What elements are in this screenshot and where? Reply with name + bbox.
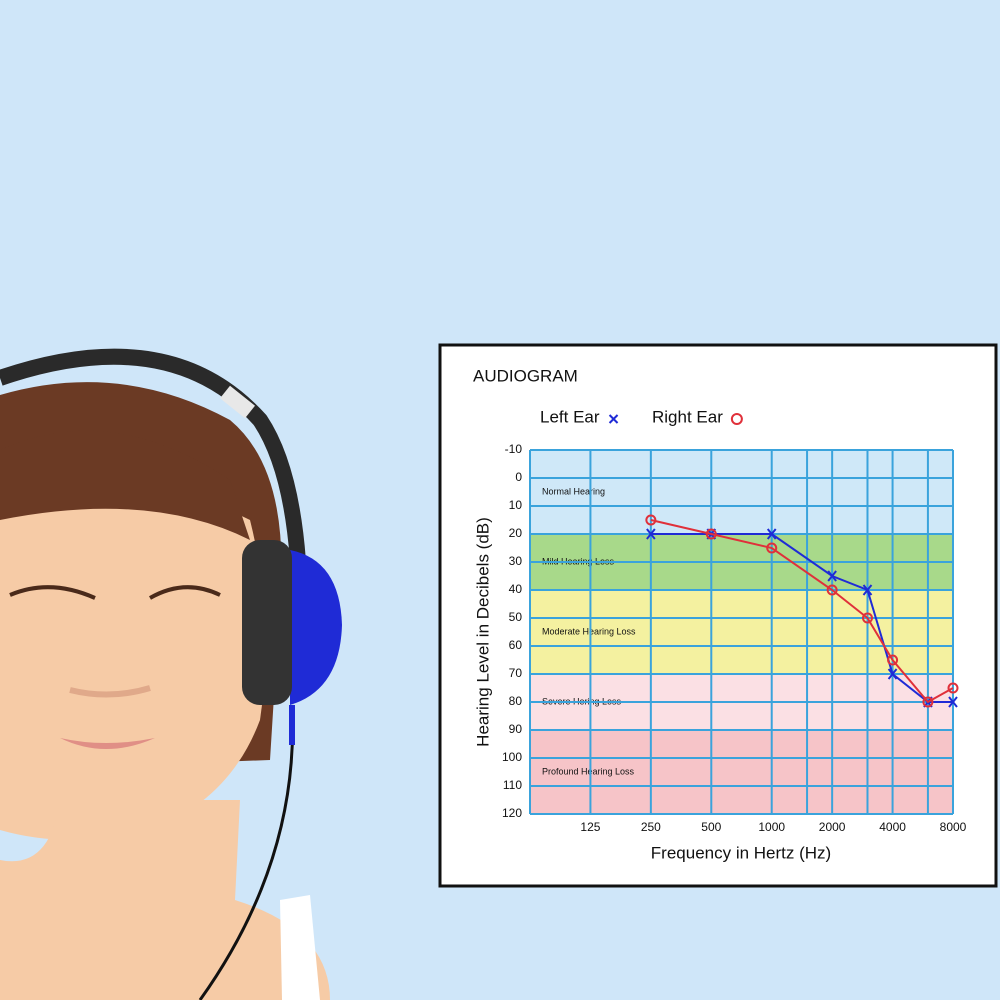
eye	[149, 585, 221, 600]
y-tick-label: 70	[509, 666, 523, 680]
chart-title: AUDIOGRAM	[473, 366, 578, 385]
mouth	[60, 738, 155, 749]
band-ring	[220, 385, 255, 419]
legend-marker	[608, 414, 619, 424]
series-line	[650, 519, 954, 704]
earpad	[242, 540, 292, 705]
headband	[0, 348, 308, 621]
point	[827, 570, 837, 582]
x-tick-label: 1000	[758, 820, 785, 834]
point	[646, 528, 656, 540]
x-tick-label: 125	[580, 820, 600, 834]
illustration	[0, 348, 342, 1000]
band	[530, 450, 953, 534]
earcup	[290, 550, 342, 705]
y-tick-label: 0	[515, 470, 522, 484]
point	[766, 542, 778, 554]
strap	[280, 895, 320, 1000]
y-tick-label: 40	[509, 582, 523, 596]
x-axis-label: Frequency in Hertz (Hz)	[651, 843, 831, 862]
y-tick-label: 30	[509, 554, 523, 568]
legend-marker	[730, 413, 743, 425]
band	[530, 730, 953, 814]
point	[861, 612, 873, 624]
point	[887, 654, 899, 666]
point	[826, 584, 838, 596]
band-label: Moderate Hearing Loss	[542, 626, 636, 636]
y-tick-label: 50	[509, 610, 523, 624]
x-tick-label: 500	[701, 820, 721, 834]
bangs	[0, 430, 250, 540]
point	[922, 696, 934, 708]
y-tick-label: -10	[505, 442, 523, 456]
legend-label: Left Ear	[540, 407, 600, 426]
y-tick-label: 100	[502, 750, 522, 764]
point	[705, 528, 717, 540]
eye	[9, 585, 96, 600]
legend-label: Right Ear	[652, 407, 723, 426]
point	[862, 584, 873, 596]
series-line	[650, 533, 953, 703]
y-axis-label: Hearing Level in Decibels (dB)	[473, 517, 492, 747]
band-label: Profound Hearing Loss	[542, 766, 635, 776]
band	[530, 590, 953, 674]
y-tick-label: 120	[502, 806, 522, 820]
y-tick-label: 60	[509, 638, 523, 652]
point	[645, 514, 657, 526]
point	[887, 668, 898, 680]
y-tick-label: 10	[509, 498, 523, 512]
point	[948, 696, 958, 708]
y-tick-label: 90	[509, 722, 523, 736]
neck	[0, 800, 330, 1000]
nose	[69, 685, 151, 698]
face	[0, 488, 266, 840]
x-tick-label: 4000	[879, 820, 906, 834]
y-tick-label: 110	[503, 778, 522, 792]
point	[947, 682, 959, 694]
point	[766, 528, 777, 540]
x-tick-label: 250	[641, 820, 661, 834]
band-label: Normal Hearing	[542, 486, 605, 496]
x-tick-label: 2000	[819, 820, 846, 834]
y-tick-label: 20	[509, 526, 523, 540]
x-tick-label: 8000	[940, 820, 967, 834]
y-tick-label: 80	[509, 694, 523, 708]
